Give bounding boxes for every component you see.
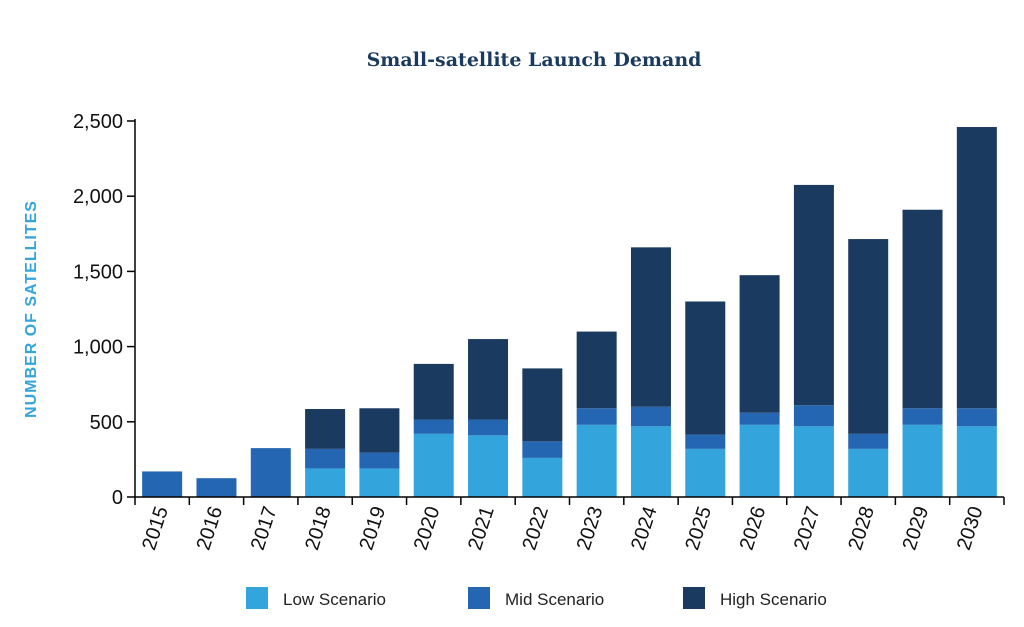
bar-low-2029 bbox=[902, 424, 943, 497]
chart-title: Small-satellite Launch Demand bbox=[367, 49, 702, 71]
x-tick-label: 2016 bbox=[193, 504, 228, 553]
legend-swatch-mid bbox=[468, 587, 490, 609]
bar-low-2019 bbox=[359, 468, 400, 497]
x-tick-label: 2017 bbox=[247, 504, 282, 553]
bar-mid-2026 bbox=[739, 412, 780, 425]
bar-low-2021 bbox=[468, 435, 509, 497]
bar-low-2026 bbox=[739, 424, 780, 497]
axis-lines bbox=[134, 119, 1005, 505]
bar-mid-2017 bbox=[250, 448, 291, 497]
bar-mid-2022 bbox=[522, 441, 563, 458]
x-tick-label: 2023 bbox=[573, 504, 608, 553]
x-tick-label: 2020 bbox=[410, 504, 445, 553]
bar-high-2023 bbox=[576, 331, 617, 409]
x-tick-label: 2022 bbox=[518, 504, 553, 553]
y-tick-label: 0 bbox=[112, 487, 123, 509]
bar-high-2028 bbox=[848, 239, 889, 434]
legend-swatch-low bbox=[246, 587, 268, 609]
bar-low-2020 bbox=[413, 433, 454, 497]
x-tick-label: 2015 bbox=[138, 504, 173, 553]
bar-low-2028 bbox=[848, 448, 889, 497]
bar-high-2027 bbox=[793, 184, 834, 406]
x-tick-label: 2026 bbox=[736, 504, 771, 553]
y-axis-label: NUMBER OF SATELLITES bbox=[23, 200, 40, 418]
bar-mid-2030 bbox=[956, 408, 997, 427]
x-tick-label: 2024 bbox=[627, 504, 662, 553]
legend-label-mid: Mid Scenario bbox=[505, 590, 604, 609]
legend-swatch-high bbox=[683, 587, 705, 609]
y-tick-label: 2,000 bbox=[73, 186, 123, 208]
bar-mid-2021 bbox=[468, 419, 509, 436]
bar-high-2020 bbox=[413, 363, 454, 420]
bar-high-2021 bbox=[468, 339, 509, 420]
bar-high-2030 bbox=[956, 127, 997, 409]
bars bbox=[142, 127, 997, 497]
x-tick-label: 2021 bbox=[464, 504, 499, 553]
bar-low-2024 bbox=[630, 426, 671, 497]
bar-mid-2027 bbox=[793, 405, 834, 427]
y-axis: 0 500 1,000 1,500 2,000 2,500 bbox=[73, 111, 135, 509]
legend-label-low: Low Scenario bbox=[283, 590, 386, 609]
bar-mid-2019 bbox=[359, 452, 400, 469]
bar-mid-2028 bbox=[848, 433, 889, 449]
bar-low-2025 bbox=[685, 448, 726, 497]
x-tick-label: 2018 bbox=[301, 504, 336, 553]
bar-high-2018 bbox=[305, 409, 346, 449]
bar-mid-2016 bbox=[196, 478, 237, 497]
bar-mid-2025 bbox=[685, 434, 726, 449]
y-tick-label: 2,500 bbox=[73, 111, 123, 133]
bar-mid-2024 bbox=[630, 406, 671, 427]
x-tick-label: 2027 bbox=[790, 504, 825, 553]
legend: Low Scenario Mid Scenario High Scenario bbox=[246, 587, 827, 609]
bar-low-2030 bbox=[956, 426, 997, 497]
bar-high-2025 bbox=[685, 301, 726, 435]
x-tick-label: 2019 bbox=[355, 504, 390, 553]
bar-low-2018 bbox=[305, 468, 346, 497]
bar-low-2023 bbox=[576, 424, 617, 497]
y-tick-label: 500 bbox=[90, 412, 123, 434]
bar-mid-2020 bbox=[413, 419, 454, 434]
x-tick-label: 2025 bbox=[681, 504, 716, 553]
bar-mid-2029 bbox=[902, 408, 943, 425]
bar-mid-2018 bbox=[305, 448, 346, 469]
bar-high-2029 bbox=[902, 209, 943, 409]
bar-low-2027 bbox=[793, 426, 834, 497]
y-tick-label: 1,500 bbox=[73, 261, 123, 283]
bar-mid-2015 bbox=[142, 471, 183, 497]
bar-high-2026 bbox=[739, 275, 780, 413]
bar-high-2024 bbox=[630, 247, 671, 407]
x-tick-label: 2030 bbox=[953, 504, 988, 553]
y-tick-label: 1,000 bbox=[73, 337, 123, 359]
x-tick-label: 2029 bbox=[899, 504, 934, 553]
x-tick-label: 2028 bbox=[844, 504, 879, 553]
bar-low-2022 bbox=[522, 457, 563, 497]
bar-high-2019 bbox=[359, 408, 400, 453]
bar-mid-2023 bbox=[576, 408, 617, 425]
bar-high-2022 bbox=[522, 368, 563, 442]
x-axis: 2015 2016 2017 2018 2019 2020 2021 2022 2023 2024… bbox=[138, 504, 987, 553]
legend-label-high: High Scenario bbox=[720, 590, 827, 609]
